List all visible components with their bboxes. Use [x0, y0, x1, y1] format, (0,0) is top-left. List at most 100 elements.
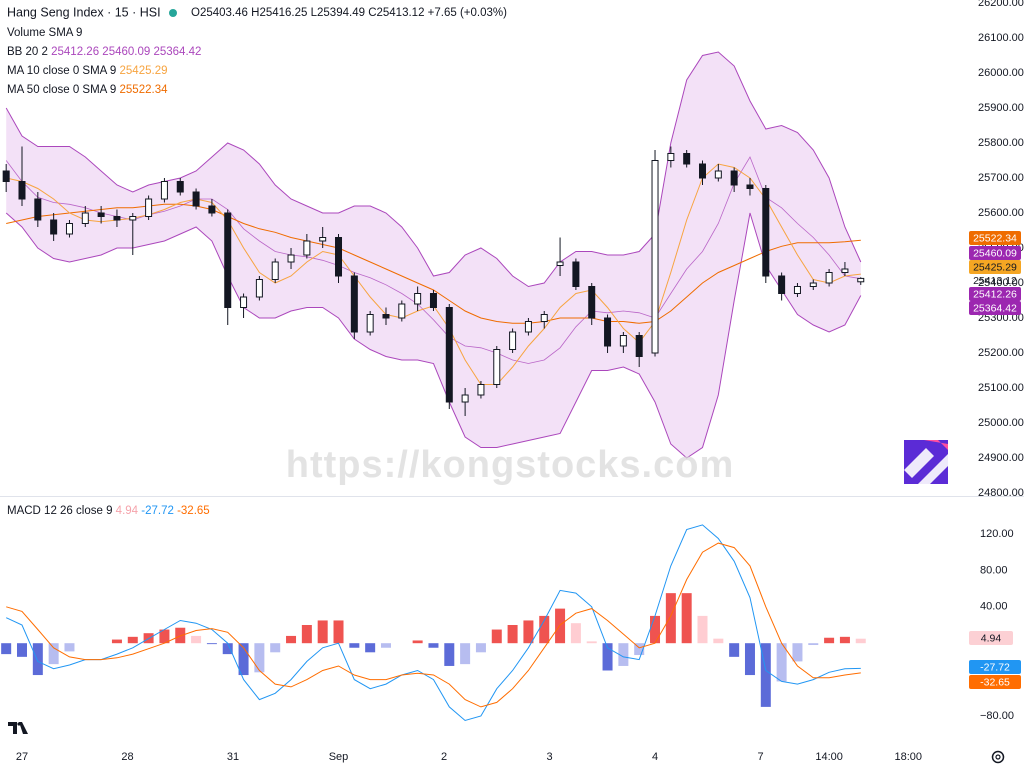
macd-legend[interactable]: MACD 12 26 close 9 4.94 -27.72 -32.65	[7, 505, 210, 517]
macd-histogram-bar	[523, 620, 534, 644]
x-tick-label: 18:00	[894, 751, 922, 763]
y-tick-label: 26100.00	[978, 32, 1024, 44]
price-badge: 25364.42	[973, 302, 1017, 314]
badge-bg	[969, 675, 1021, 689]
macd-badge: 4.94	[981, 632, 1002, 644]
candle-body	[271, 261, 279, 280]
macd-histogram-bar	[634, 643, 645, 656]
y-tick-label: 25600.00	[978, 207, 1024, 219]
badge-bg	[969, 231, 1021, 245]
candle-body	[129, 216, 137, 221]
candle-body	[398, 303, 406, 319]
candle-body	[50, 219, 58, 235]
macd-histogram-bar	[317, 620, 328, 644]
candle-body	[240, 296, 248, 308]
watermark: https://kongstocks.com	[286, 444, 735, 486]
ohlc-legend: O25403.46 H25416.25 L25394.49 C25413.12 …	[191, 7, 507, 19]
y-tick-label: 25900.00	[978, 102, 1024, 114]
price-badge: 25522.34	[973, 232, 1017, 244]
candle-body	[841, 268, 849, 273]
macd-tick-label: −80.00	[980, 710, 1014, 722]
macd-histogram-bar	[159, 629, 170, 644]
candle-body	[461, 394, 469, 403]
candle-body	[414, 293, 422, 305]
ma50-value: 25522.34	[120, 84, 169, 96]
ma50-legend[interactable]: MA 50 close 0 SMA 9 25522.34	[7, 84, 168, 96]
macd-histogram-bar	[839, 636, 850, 644]
x-tick-label: 7	[757, 751, 763, 763]
badge-bg	[969, 301, 1021, 315]
badge-bg	[969, 631, 1013, 645]
x-tick-label: 3	[546, 751, 552, 763]
price-badge: 25425.29	[973, 261, 1017, 273]
ohlc-letter: O	[191, 7, 200, 19]
candle-body	[65, 223, 73, 235]
macd-histogram-bar	[491, 629, 502, 644]
candle-body	[319, 237, 327, 242]
candle-body	[176, 181, 184, 193]
ma10-legend[interactable]: MA 10 close 0 SMA 9 25425.29	[7, 65, 167, 77]
candle-body	[619, 335, 627, 347]
candle-body	[445, 307, 453, 403]
ohlc-value: 25416.25	[259, 7, 307, 19]
macd-histogram-bar	[602, 643, 613, 671]
bb-legend[interactable]: BB 20 2 25412.26 25460.09 25364.42	[7, 46, 201, 58]
candle-body	[366, 314, 374, 333]
volume-legend[interactable]: Volume SMA 9	[7, 27, 82, 39]
candle-body	[18, 181, 26, 200]
macd-histogram-bar	[681, 593, 692, 644]
candle-body	[145, 198, 153, 217]
ma50-name: MA 50 close 0 SMA 9	[7, 84, 116, 96]
candle-body	[635, 335, 643, 357]
macd-histogram-bar	[744, 643, 755, 676]
ma10-value: 25425.29	[120, 65, 168, 77]
candle-body	[208, 205, 216, 214]
y-tick-label: 25100.00	[978, 382, 1024, 394]
macd-histogram-bar	[270, 643, 281, 653]
candle-body	[683, 153, 691, 165]
candle-body	[698, 163, 706, 179]
candle-body	[778, 275, 786, 294]
macd-value: -27.72	[141, 505, 174, 517]
candle-body	[509, 331, 517, 350]
bb-middle-value: 25412.26	[51, 46, 99, 58]
tv-logo[interactable]	[8, 722, 28, 734]
signal-line	[6, 542, 861, 708]
bb-lower	[5, 212, 862, 459]
macd-histogram-bar	[665, 593, 676, 644]
y-tick-label: 26000.00	[978, 67, 1024, 79]
candle-body	[667, 153, 675, 161]
price-badge: 25460.09	[973, 247, 1017, 259]
ohlc-letter: H	[251, 7, 259, 19]
ohlc-change: +7.65 (+0.03%)	[428, 7, 507, 19]
ohlc-value: 25413.12	[377, 7, 425, 19]
macd-pane	[1, 524, 866, 722]
macd-histogram-bar	[111, 639, 122, 644]
settings-button[interactable]	[991, 750, 1005, 764]
macd-histogram-bar	[808, 643, 819, 646]
badge-bg	[969, 287, 1021, 301]
y-tick-label: 25000.00	[978, 417, 1024, 429]
candle-body	[2, 170, 10, 182]
candle-body	[192, 191, 200, 207]
macd-tick-label: 40.00	[980, 601, 1008, 613]
macd-histogram-bar	[792, 643, 803, 662]
macd-histogram-bar	[855, 638, 866, 644]
y-tick-label: 25400.00	[978, 277, 1024, 289]
macd-histogram-bar	[475, 643, 486, 653]
macd-line	[5, 524, 861, 722]
candle-body	[113, 216, 121, 221]
macd-histogram-bar	[333, 620, 344, 644]
last-price: 25413.12	[973, 275, 1017, 287]
y-tick-label: 26200.00	[978, 0, 1024, 9]
macd-histogram-bar	[365, 643, 376, 653]
macd-histogram-bar	[760, 643, 771, 707]
macd-histogram-bar	[222, 643, 233, 655]
candle-body	[825, 272, 833, 284]
badge-bg	[969, 260, 1021, 274]
candle-body	[97, 212, 105, 217]
candle-body	[556, 261, 564, 266]
ohlc-value: 25394.49	[317, 7, 365, 19]
candle-body	[477, 384, 485, 396]
symbol-title[interactable]: Hang Seng Index · 15 · HSI	[7, 5, 161, 19]
